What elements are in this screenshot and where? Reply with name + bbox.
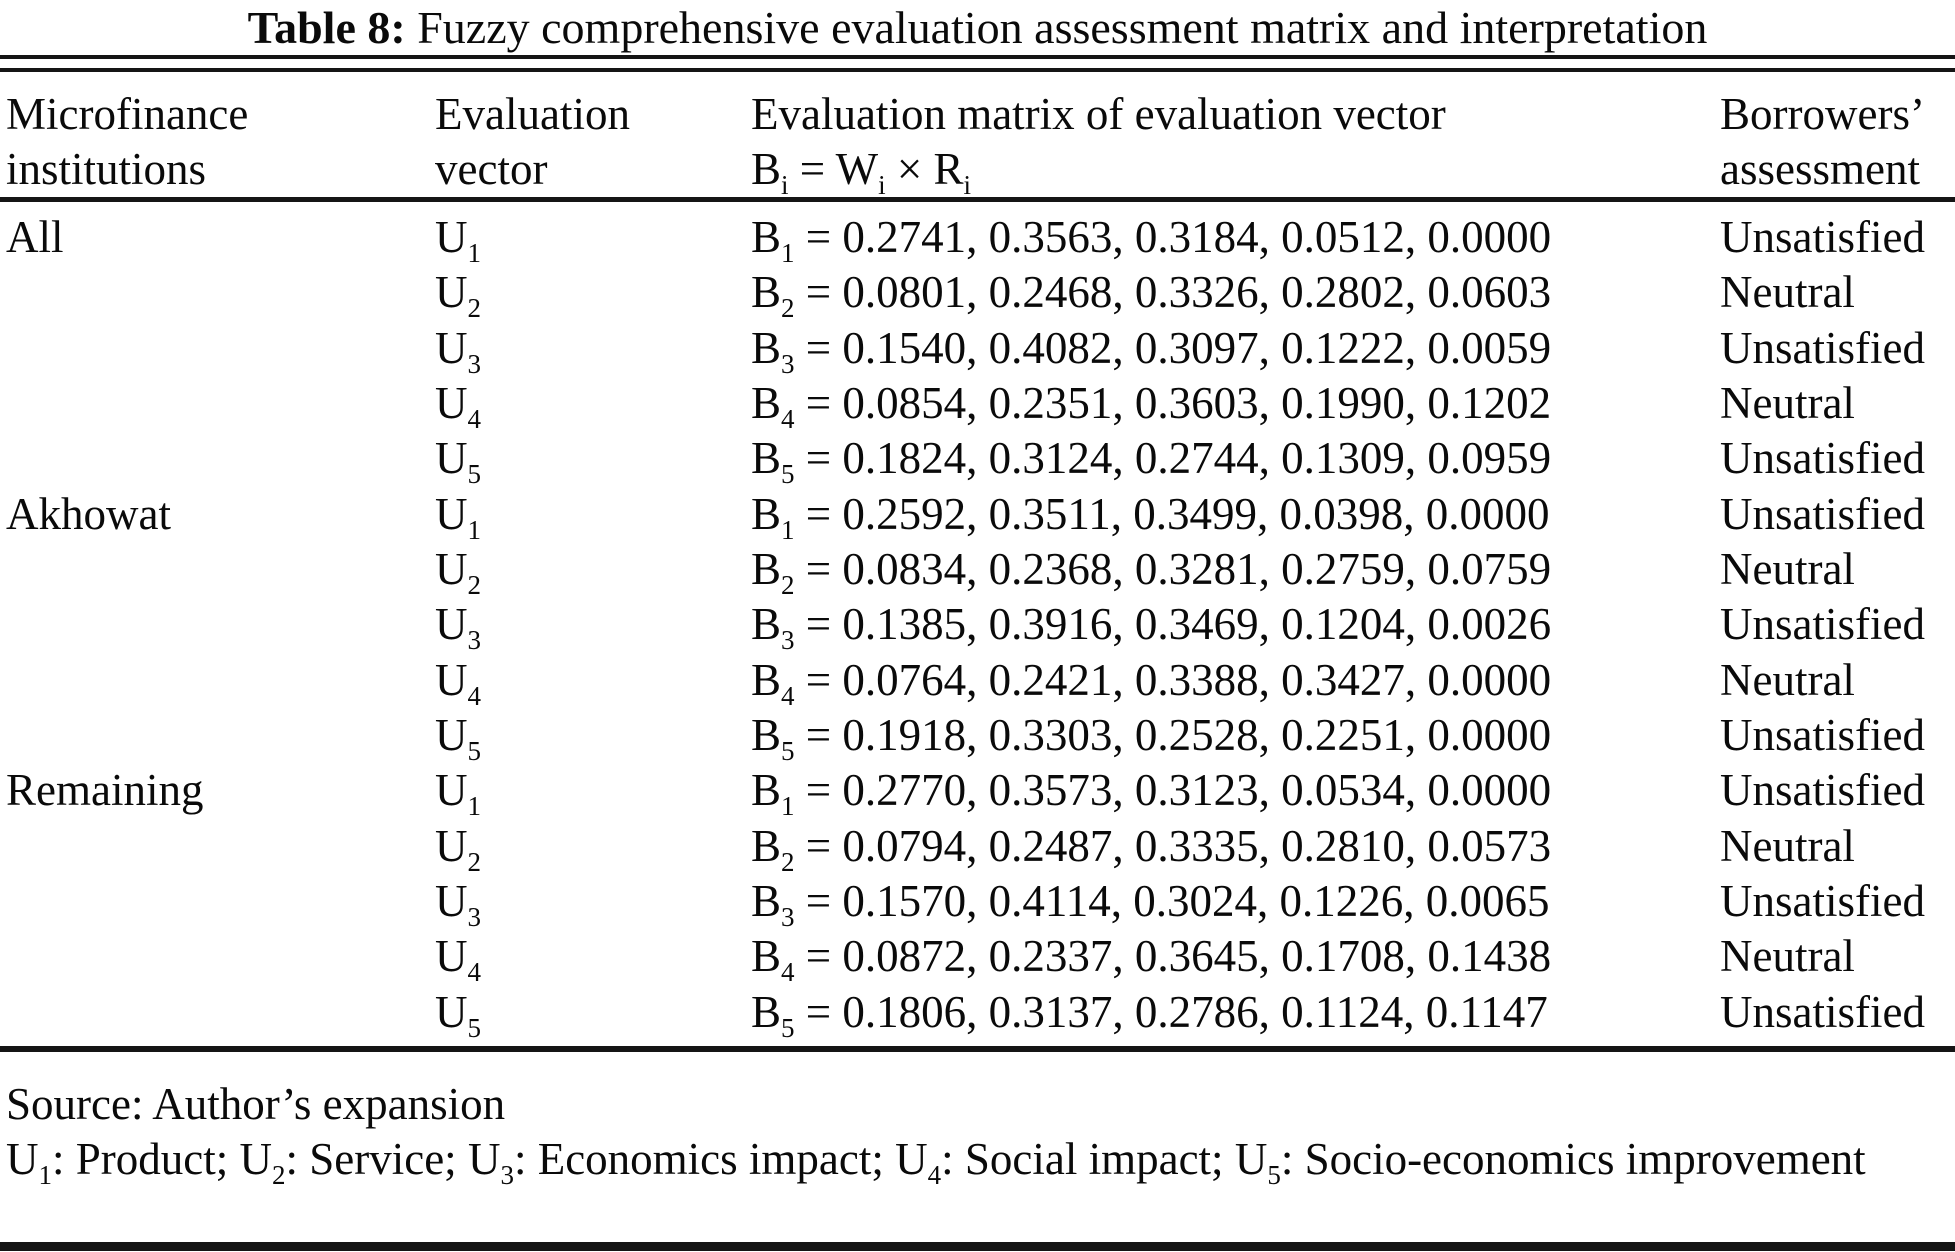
matrix-cell: B1 = 0.2741, 0.3563, 0.3184, 0.0512, 0.0… bbox=[751, 212, 1552, 268]
assessment-cell: Neutral bbox=[1720, 931, 1855, 982]
matrix-cell: B4 = 0.0872, 0.2337, 0.3645, 0.1708, 0.1… bbox=[751, 931, 1552, 988]
matrix-cell: B3 = 0.1385, 0.3916, 0.3469, 0.1204, 0.0… bbox=[751, 599, 1552, 656]
eq-equals: = bbox=[788, 144, 836, 194]
assessment-cell: Unsatisfied bbox=[1720, 875, 1925, 926]
vector-cell: U3 bbox=[435, 322, 481, 379]
table-number-label: Table 8: bbox=[247, 2, 406, 53]
vector-cell: U1 bbox=[435, 212, 481, 268]
institution-cell bbox=[0, 874, 435, 929]
vector-cell: U2 bbox=[435, 820, 481, 877]
institution-cell bbox=[0, 265, 435, 320]
vector-cell: U3 bbox=[435, 875, 481, 932]
assessment-cell: Unsatisfied bbox=[1720, 212, 1925, 262]
eq-r-sub: i bbox=[963, 170, 972, 200]
header-vector: Evaluation vector bbox=[435, 87, 751, 197]
table-caption-text: Fuzzy comprehensive evaluation assessmen… bbox=[405, 2, 1708, 53]
eq-b-sub: i bbox=[781, 170, 789, 200]
header-matrix-line1: Evaluation matrix of evaluation vector bbox=[751, 89, 1446, 139]
assessment-cell: Neutral bbox=[1720, 377, 1855, 428]
eq-times: × bbox=[885, 144, 934, 194]
top-rule-lower bbox=[0, 68, 1955, 72]
matrix-cell: B3 = 0.1570, 0.4114, 0.3024, 0.1226, 0.0… bbox=[751, 875, 1550, 932]
vector-cell: U5 bbox=[435, 433, 481, 490]
header-assessment-line1: Borrowers’ bbox=[1720, 89, 1925, 139]
header-institutions-line1: Microfinance bbox=[6, 89, 249, 139]
vector-cell: U3 bbox=[435, 599, 481, 656]
header-assessment-line2: assessment bbox=[1720, 144, 1920, 194]
header-assessment: Borrowers’ assessment bbox=[1720, 87, 1955, 197]
vector-cell: U1 bbox=[435, 765, 481, 822]
institution-cell bbox=[0, 929, 435, 984]
source-note: Source: Author’s expansion bbox=[6, 1079, 506, 1129]
vector-cell: U4 bbox=[435, 654, 481, 711]
matrix-cell: B2 = 0.0801, 0.2468, 0.3326, 0.2802, 0.0… bbox=[751, 267, 1552, 324]
table-caption: Table 8: Fuzzy comprehensive evaluation … bbox=[0, 0, 1955, 55]
institution-cell: Remaining bbox=[6, 765, 204, 816]
assessment-cell: Unsatisfied bbox=[1720, 433, 1925, 484]
table-footnotes: Source: Author’s expansion U1: Product; … bbox=[0, 1077, 1948, 1190]
matrix-cell: B5 = 0.1918, 0.3303, 0.2528, 0.2251, 0.0… bbox=[751, 709, 1552, 766]
institution-cell: Akhowat bbox=[6, 488, 171, 539]
body-end-rule bbox=[0, 1046, 1955, 1052]
assessment-cell: Unsatisfied bbox=[1720, 488, 1925, 539]
vector-cell: U5 bbox=[435, 986, 481, 1043]
eq-b: B bbox=[751, 144, 782, 194]
assessment-cell: Neutral bbox=[1720, 820, 1855, 871]
institution-cell bbox=[0, 597, 435, 652]
assessment-cell: Unsatisfied bbox=[1720, 322, 1925, 373]
institution-cell bbox=[0, 708, 435, 763]
institution-cell bbox=[0, 819, 435, 874]
assessment-cell: Unsatisfied bbox=[1720, 986, 1925, 1037]
matrix-cell: B2 = 0.0794, 0.2487, 0.3335, 0.2810, 0.0… bbox=[751, 820, 1552, 877]
matrix-cell: B4 = 0.0764, 0.2421, 0.3388, 0.3427, 0.0… bbox=[751, 654, 1552, 711]
header-vector-line2: vector bbox=[435, 144, 548, 194]
matrix-cell: B1 = 0.2770, 0.3573, 0.3123, 0.0534, 0.0… bbox=[751, 765, 1552, 822]
assessment-cell: Unsatisfied bbox=[1720, 599, 1925, 650]
vector-cell: U2 bbox=[435, 543, 481, 600]
matrix-cell: B5 = 0.1806, 0.3137, 0.2786, 0.1124, 0.1… bbox=[751, 986, 1548, 1043]
eq-r: R bbox=[933, 144, 964, 194]
institution-cell bbox=[0, 376, 435, 431]
institution-cell bbox=[0, 321, 435, 376]
top-rule-upper bbox=[0, 55, 1955, 59]
vector-cell: U5 bbox=[435, 709, 481, 766]
institution-cell bbox=[0, 431, 435, 486]
vector-definitions: U1: Product; U2: Service; U3: Economics … bbox=[6, 1134, 1866, 1190]
assessment-cell: Unsatisfied bbox=[1720, 765, 1925, 816]
header-rule bbox=[0, 197, 1955, 202]
vector-cell: U4 bbox=[435, 377, 481, 434]
assessment-cell: Neutral bbox=[1720, 543, 1855, 594]
assessment-cell: Neutral bbox=[1720, 654, 1855, 705]
institution-cell bbox=[0, 542, 435, 597]
header-institutions-line2: institutions bbox=[6, 144, 207, 194]
header-matrix: Evaluation matrix of evaluation vector B… bbox=[751, 87, 1720, 200]
header-vector-line1: Evaluation bbox=[435, 89, 630, 139]
assessment-cell: Unsatisfied bbox=[1720, 709, 1925, 760]
matrix-cell: B5 = 0.1824, 0.3124, 0.2744, 0.1309, 0.0… bbox=[751, 433, 1552, 490]
vector-cell: U2 bbox=[435, 267, 481, 324]
matrix-cell: B1 = 0.2592, 0.3511, 0.3499, 0.0398, 0.0… bbox=[751, 488, 1550, 545]
table-body: All U1 B1 = 0.2741, 0.3563, 0.3184, 0.05… bbox=[0, 210, 1955, 1043]
bottom-rule bbox=[0, 1242, 1955, 1251]
vector-cell: U1 bbox=[435, 488, 481, 545]
matrix-cell: B4 = 0.0854, 0.2351, 0.3603, 0.1990, 0.1… bbox=[751, 377, 1552, 434]
institution-cell bbox=[0, 653, 435, 708]
table-header: Microfinance institutions Evaluation vec… bbox=[0, 87, 1955, 200]
institution-cell bbox=[0, 985, 435, 1040]
matrix-cell: B2 = 0.0834, 0.2368, 0.3281, 0.2759, 0.0… bbox=[751, 543, 1552, 600]
matrix-cell: B3 = 0.1540, 0.4082, 0.3097, 0.1222, 0.0… bbox=[751, 322, 1552, 379]
eq-w: W bbox=[835, 144, 879, 194]
header-matrix-equation: Bi = Wi × Ri bbox=[751, 142, 1720, 200]
eq-w-sub: i bbox=[878, 170, 886, 200]
header-institutions: Microfinance institutions bbox=[0, 87, 435, 197]
institution-cell: All bbox=[6, 212, 64, 262]
assessment-cell: Neutral bbox=[1720, 267, 1855, 318]
vector-cell: U4 bbox=[435, 931, 481, 988]
